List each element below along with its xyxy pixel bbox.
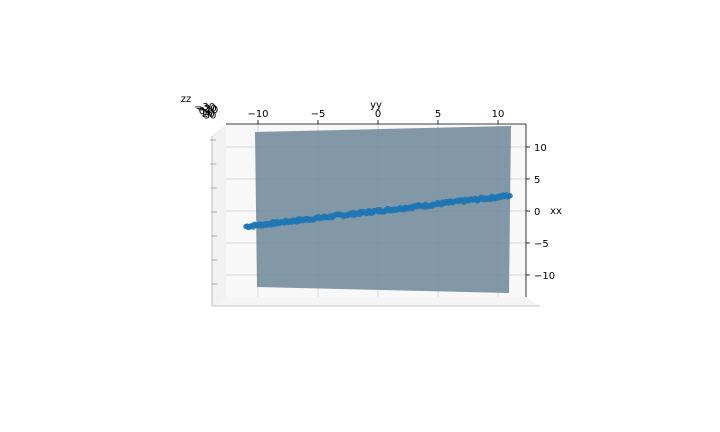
x-tick-label: 0 — [534, 207, 540, 218]
x-tick-label: −5 — [534, 239, 549, 250]
z-tick-label: 30 — [204, 110, 217, 121]
scatter-point — [507, 193, 513, 199]
floor-pane — [212, 297, 540, 306]
x-tick-label: 10 — [534, 143, 547, 154]
y-tick-label: −5 — [311, 109, 326, 120]
y-tick-label: 10 — [492, 109, 505, 120]
y-axis-label: yy — [370, 100, 382, 111]
y-tick-label: 5 — [435, 109, 441, 120]
y-tick-label: −10 — [247, 109, 268, 120]
x-tick-label: 5 — [534, 175, 540, 186]
side-pane — [212, 124, 226, 306]
x-tick-label: −10 — [534, 271, 555, 282]
z-axis-label: zz — [181, 94, 192, 105]
x-axis-label: xx — [550, 206, 562, 217]
